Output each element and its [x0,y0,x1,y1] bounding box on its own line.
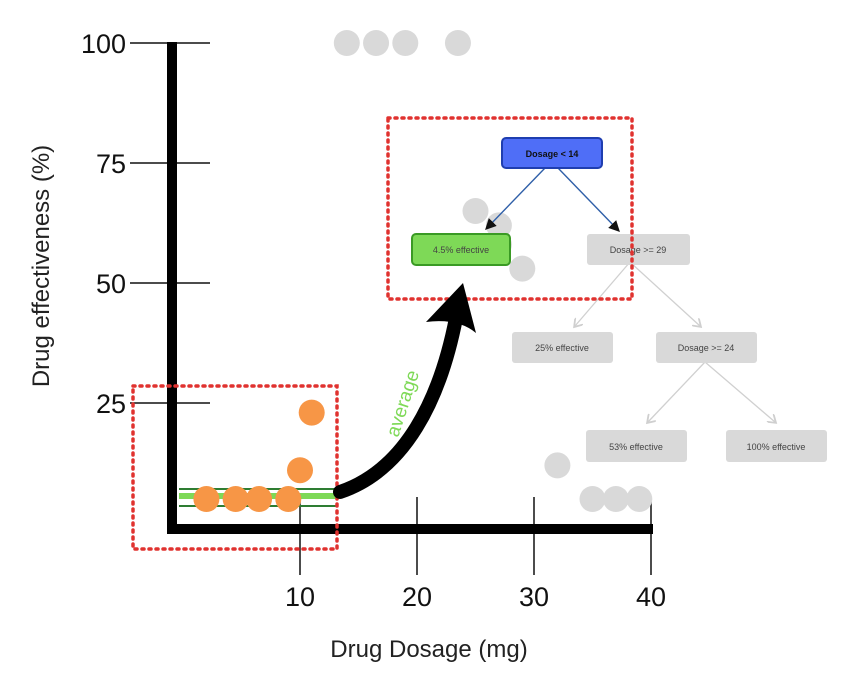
highlighted-point [193,486,219,512]
tree-rr-node-label: Dosage >= 24 [678,343,735,353]
other-point [603,486,629,512]
highlighted-point [275,486,301,512]
y-tick-label: 100 [81,29,126,59]
tree-right-node: Dosage >= 29 [587,234,690,265]
highlighted-point [246,486,272,512]
x-tick-label: 30 [519,582,549,612]
highlighted-point [223,486,249,512]
tree-rrl-leaf-label: 53% effective [609,442,663,452]
tree-root-label: Dosage < 14 [526,149,579,159]
tree-left-leaf-label: 4.5% effective [433,245,489,255]
edge-rr-to-rrl [648,362,705,422]
tree-rr-node: Dosage >= 24 [656,332,757,363]
x-axis-title: Drug Dosage (mg) [330,636,527,663]
other-point [580,486,606,512]
edge-root-to-right [558,168,618,230]
tree-right-node-label: Dosage >= 29 [610,245,667,255]
tree-rl-leaf: 25% effective [512,332,613,363]
y-tick-label: 25 [96,389,126,419]
tree-rrr-leaf: 100% effective [726,430,827,462]
x-tick-label: 40 [636,582,666,612]
tree-rrl-leaf: 53% effective [586,430,687,462]
edge-rr-to-rrr [705,362,775,422]
other-point [334,30,360,56]
edge-right-to-rr [630,262,700,326]
y-axis-line [167,42,177,534]
x-axis-line [167,524,653,534]
y-tick-label: 50 [96,269,126,299]
edge-root-to-left [487,168,545,228]
other-point [363,30,389,56]
other-point [392,30,418,56]
x-tick-label: 20 [402,582,432,612]
y-axis-title: Drug effectiveness (%) [28,145,55,387]
other-point [626,486,652,512]
tree-rl-leaf-label: 25% effective [535,343,589,353]
highlighted-point [299,400,325,426]
edge-right-to-rl [575,262,630,326]
x-tick-label: 10 [285,582,315,612]
other-point [544,452,570,478]
other-point [509,256,535,282]
tree-root-node: Dosage < 14 [502,138,602,168]
tree-left-leaf: 4.5% effective [412,234,510,265]
highlighted-point [287,457,313,483]
y-tick-label: 75 [96,149,126,179]
tree-rrr-leaf-label: 100% effective [747,442,806,452]
other-point [445,30,471,56]
other-point [463,198,489,224]
